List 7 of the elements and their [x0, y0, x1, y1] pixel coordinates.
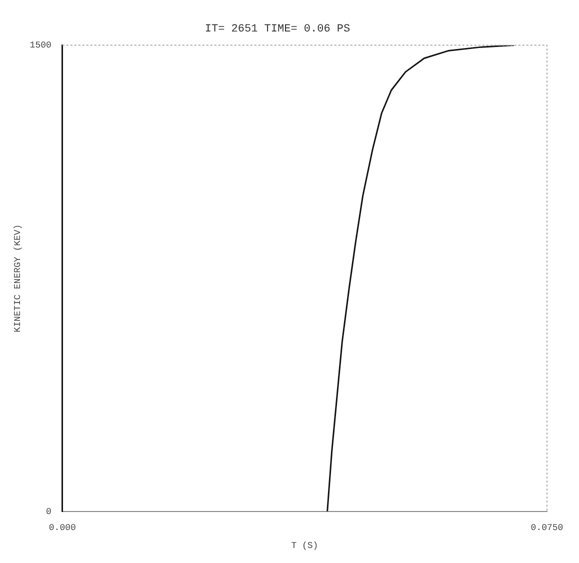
x-tick-label: 0.0750 [530, 523, 564, 534]
y-tick-label: 0 [46, 506, 52, 517]
y-axis-title: KINETIC ENERGY (KEV) [12, 224, 23, 332]
x-tick-label: 0.000 [48, 523, 76, 534]
y-tick-label: 1500 [30, 40, 52, 51]
x-axis-title: T (S) [291, 540, 318, 551]
chart-title: IT= 2651 TIME= 0.06 PS [204, 24, 351, 36]
